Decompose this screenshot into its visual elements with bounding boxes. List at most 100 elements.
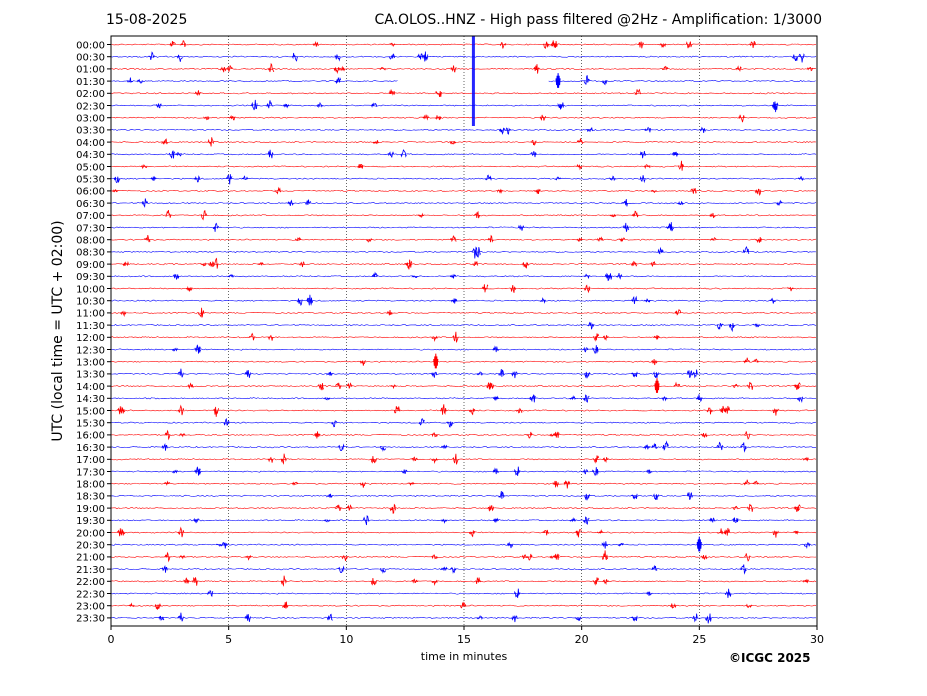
trace-burst (583, 394, 590, 403)
trace-burst (749, 41, 756, 48)
trace-burst (370, 577, 377, 586)
trace-row-1630 (110, 446, 817, 449)
trace-burst (486, 382, 493, 390)
trace-burst (169, 41, 176, 47)
trace-burst (511, 371, 518, 379)
trace-burst (623, 222, 630, 232)
trace-burst (744, 431, 751, 440)
trace-burst (706, 407, 713, 415)
trace-burst (802, 578, 809, 584)
trace-burst (128, 602, 135, 608)
trace-burst (469, 530, 476, 538)
trace-row-2330 (110, 616, 817, 619)
trace-burst (334, 54, 341, 62)
trace-row-1230 (110, 348, 817, 351)
trace-burst (283, 103, 290, 109)
trace-burst (194, 175, 201, 183)
trace-burst (487, 505, 494, 512)
trace-burst (699, 126, 706, 133)
trace-burst (292, 481, 299, 486)
trace-burst (792, 54, 799, 62)
trace-burst (793, 383, 800, 390)
trace-burst (327, 613, 333, 621)
trace-burst (335, 504, 342, 512)
trace-burst (637, 41, 644, 49)
y-tick-label: 05:00 (76, 162, 105, 173)
trace-burst (418, 417, 425, 426)
trace-burst (651, 564, 658, 572)
trace-burst (798, 53, 805, 63)
trace-burst (583, 273, 590, 280)
trace-burst (183, 577, 190, 585)
trace-burst (141, 198, 149, 208)
trace-burst (493, 517, 499, 523)
trace-burst (401, 469, 408, 474)
trace-burst (127, 77, 133, 84)
y-tick-label: 16:00 (76, 431, 105, 442)
trace-row-1700 (110, 458, 817, 461)
trace-burst (212, 257, 219, 269)
trace-burst (582, 468, 589, 475)
trace-burst (435, 91, 442, 97)
trace-burst (226, 174, 233, 185)
trace-burst (257, 262, 264, 266)
trace-row-1430 (110, 397, 817, 400)
trace-row-1000 (110, 287, 817, 290)
trace-burst (441, 518, 448, 524)
trace-burst (366, 238, 373, 243)
trace-burst (389, 503, 396, 514)
trace-row-2000 (110, 531, 817, 534)
y-tick-label: 16:30 (76, 443, 105, 454)
y-tick-label: 11:30 (76, 321, 105, 332)
trace-burst (475, 576, 482, 584)
trace-burst (792, 530, 799, 535)
x-tick-label: 5 (225, 633, 232, 646)
trace-burst (743, 479, 750, 486)
trace-burst (563, 480, 571, 489)
y-tick-label: 20:30 (76, 541, 105, 552)
trace-burst (459, 601, 467, 609)
trace-burst (667, 222, 674, 232)
trace-burst (752, 480, 759, 485)
trace-burst (631, 493, 638, 500)
event-marker (654, 378, 660, 393)
trace-row-1030 (110, 299, 817, 302)
trace-row-0700 (110, 214, 817, 217)
trace-burst (738, 114, 745, 123)
trace-burst (670, 603, 677, 609)
trace-burst (161, 443, 168, 451)
trace-burst (450, 273, 457, 279)
trace-row-1500 (110, 409, 817, 412)
trace-burst (435, 115, 442, 121)
trace-burst (552, 480, 559, 488)
trace-burst (673, 381, 680, 388)
x-axis-ticks: 0 5 10 15 20 25 30 (108, 626, 824, 646)
trace-burst (732, 517, 739, 523)
trace-burst (569, 395, 576, 401)
y-tick-label: 01:00 (76, 65, 105, 76)
trace-burst (113, 176, 120, 184)
trace-row-0430 (110, 153, 817, 156)
trace-burst (158, 615, 165, 622)
trace-burst (543, 41, 550, 49)
trace-burst (450, 567, 457, 574)
trace-burst (588, 321, 595, 330)
trace-row-0730 (110, 226, 817, 229)
trace-burst (280, 453, 287, 465)
trace-burst (553, 431, 560, 438)
trace-burst (248, 332, 255, 341)
trace-burst (653, 493, 660, 501)
trace-burst (177, 368, 184, 378)
trace-burst (326, 493, 333, 498)
trace-burst (171, 469, 178, 474)
trace-burst (632, 210, 639, 218)
trace-burst (616, 273, 623, 280)
trace-burst (335, 382, 342, 390)
y-tick-label: 23:30 (76, 614, 105, 625)
trace-burst (119, 528, 126, 536)
trace-burst (485, 174, 492, 181)
trace-burst (141, 164, 148, 170)
trace-burst (621, 198, 628, 207)
trace-burst (296, 298, 303, 307)
y-tick-label: 12:00 (76, 333, 105, 344)
